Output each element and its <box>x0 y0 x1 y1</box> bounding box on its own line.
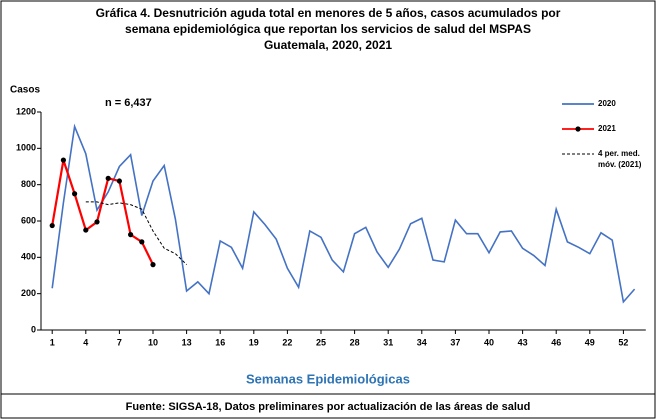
point <box>150 262 156 268</box>
y-tick-label: 1000 <box>16 143 36 153</box>
y-tick-label: 600 <box>21 215 36 225</box>
legend-entry: 2020 <box>598 99 616 108</box>
x-tick-label: 34 <box>417 337 427 347</box>
x-tick-label: 43 <box>518 337 528 347</box>
x-tick-label: 40 <box>484 337 494 347</box>
y-tick-label: 1200 <box>16 106 36 116</box>
point <box>94 219 100 225</box>
point <box>60 157 66 163</box>
y-axis-label: Casos <box>10 85 40 96</box>
point <box>116 178 122 184</box>
legend-label: 2021 <box>598 124 616 133</box>
x-tick-label: 46 <box>551 337 561 347</box>
point <box>105 175 111 181</box>
y-tick-label: 0 <box>31 324 36 334</box>
point <box>72 191 78 197</box>
y-tick-label: 800 <box>21 179 36 189</box>
x-tick-label: 25 <box>316 337 326 347</box>
x-tick-label: 7 <box>117 337 122 347</box>
x-tick-label: 28 <box>350 337 360 347</box>
point <box>139 239 145 245</box>
x-tick-label: 37 <box>450 337 460 347</box>
x-tick-label: 16 <box>215 337 225 347</box>
chart-title: Guatemala, 2020, 2021 <box>264 38 392 52</box>
x-tick-label: 31 <box>383 337 393 347</box>
x-tick-label: 22 <box>282 337 292 347</box>
series-line <box>51 123 636 304</box>
x-tick-label: 52 <box>618 337 628 347</box>
legend-label: 2020 <box>598 99 616 108</box>
legend-label: 4 per. med. móv. (2021) <box>598 149 642 169</box>
x-axis-label: Semanas Epidemiológicas <box>246 371 410 386</box>
chart-title: Gráfica 4. Desnutrición aguda total en m… <box>96 6 561 20</box>
series-line <box>51 159 154 266</box>
chart-title: semana epidemiológica que reportan los s… <box>125 22 531 36</box>
x-tick-label: 49 <box>585 337 595 347</box>
y-tick-label: 200 <box>21 288 36 298</box>
x-tick-label: 13 <box>182 337 192 347</box>
x-tick-label: 1 <box>50 337 55 347</box>
source: Fuente: SIGSA-18, Datos preliminares por… <box>126 401 531 413</box>
point <box>49 222 55 229</box>
x-tick-label: 10 <box>148 337 158 347</box>
legend-entry: 2021 <box>598 124 616 133</box>
annotation: n = 6,437 <box>105 97 152 109</box>
x-tick-label: 4 <box>83 337 88 347</box>
y-tick-label: 400 <box>21 252 36 262</box>
series-line <box>85 201 187 265</box>
legend-entry: 4 per. med. móv. (2021) <box>598 149 642 169</box>
point <box>83 227 89 233</box>
x-tick-label: 19 <box>249 337 259 347</box>
point <box>128 232 134 238</box>
legend-marker <box>575 126 581 132</box>
